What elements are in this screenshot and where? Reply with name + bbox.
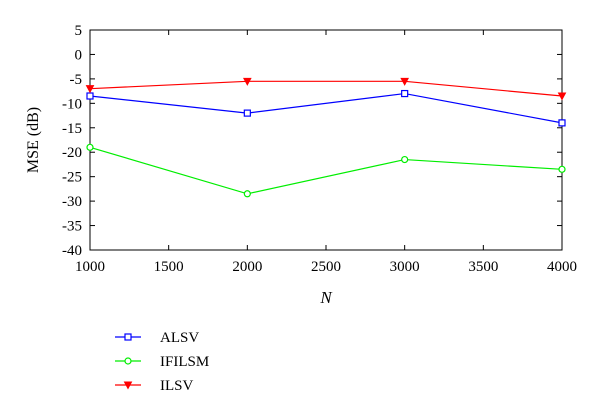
legend-label-ilsv: ILSV [160,378,194,394]
data-point-ilsv [557,92,567,101]
data-point-ifilsm [243,190,251,198]
data-point-alsv [401,89,409,98]
x-tick-label: 3000 [390,259,420,275]
x-axis-label: N [319,288,333,307]
series-layer [85,77,567,198]
data-point-alsv [86,92,94,100]
y-tick-label: -30 [62,194,82,210]
x-axis-ticks: 1000 1500 2000 2500 3000 3500 4000 [75,30,577,275]
x-tick-label: 2000 [232,259,262,275]
x-tick-label: 2500 [311,259,341,275]
series-line-ilsv [89,80,563,97]
y-tick-label: -25 [62,170,82,186]
y-tick-label: 0 [75,47,83,63]
plot-area [89,29,563,251]
y-tick-label: -40 [62,243,82,259]
legend-marker-alsv [124,333,132,341]
data-point-alsv [243,109,251,117]
data-point-ilsv [85,85,95,94]
legend-label-ifilsm: IFILSM [160,354,209,370]
x-tick-label: 3500 [468,259,498,275]
legend-label-alsv: ALSV [160,330,199,346]
y-tick-label: -10 [62,96,82,112]
y-tick-label: 5 [75,23,83,39]
x-tick-label: 1500 [154,259,184,275]
series-line-alsv [89,92,563,124]
data-point-ifilsm [86,143,94,151]
data-point-alsv [558,119,566,127]
y-tick-label: -5 [70,72,83,88]
legend: ALSV IFILSM ILSV [115,330,209,394]
data-point-ifilsm [558,165,566,173]
x-tick-label: 1000 [75,259,105,275]
y-axis-label: MSE (dB) [25,107,42,173]
y-tick-label: -35 [62,219,82,235]
series-line-ifilsm [89,146,563,195]
y-tick-label: -15 [62,121,82,137]
data-point-ilsv [242,77,252,86]
data-point-ilsv [400,77,410,86]
legend-marker-ilsv [123,381,133,390]
x-tick-label: 4000 [547,259,577,275]
legend-marker-ifilsm [124,357,132,365]
data-point-ifilsm [401,155,409,164]
y-tick-label: -20 [62,145,82,161]
y-axis-ticks: 5 0 -5 -10 -15 -20 -25 -30 -35 -40 [62,23,562,259]
